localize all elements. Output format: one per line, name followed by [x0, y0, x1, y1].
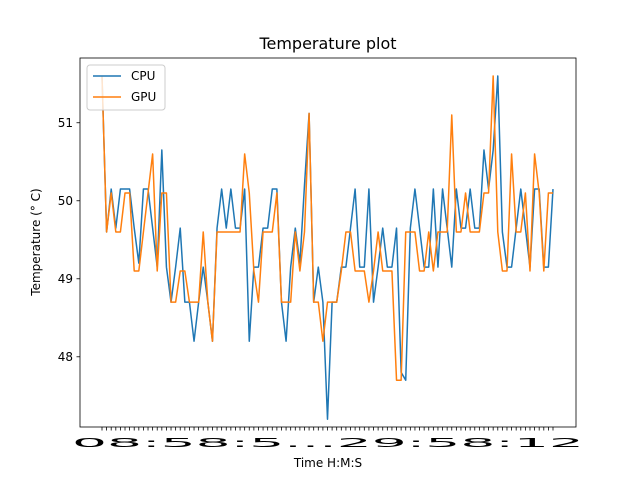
chart-title: Temperature plot	[258, 34, 396, 53]
y-tick-label: 48	[58, 350, 73, 364]
legend-gpu-label: GPU	[131, 90, 156, 104]
y-axis-label: Temperature (° C)	[29, 188, 43, 296]
x-ticks	[101, 427, 554, 431]
y-ticks: 48 49 50 51	[58, 116, 80, 364]
y-tick-label: 50	[58, 194, 73, 208]
x-tick-labels: 08:58:5...29:58:12	[72, 436, 584, 450]
x-axis-label: Time H:M:S	[293, 456, 362, 470]
series-line-gpu	[101, 75, 553, 381]
legend: CPU GPU	[86, 64, 166, 111]
series-line-cpu	[101, 75, 554, 420]
y-tick-label: 49	[58, 272, 73, 286]
series-layer	[101, 75, 554, 420]
plot-area-frame	[79, 57, 577, 428]
legend-cpu-label: CPU	[131, 69, 155, 83]
y-tick-label: 51	[58, 116, 73, 130]
